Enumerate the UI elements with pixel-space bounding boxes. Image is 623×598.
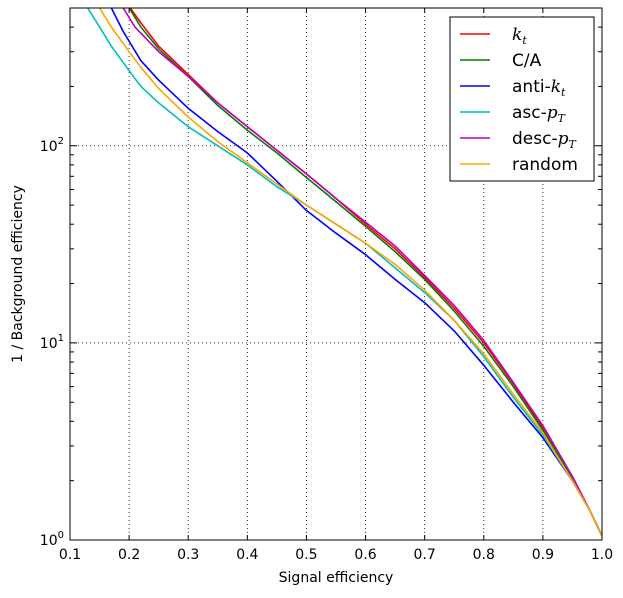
legend-entry: random bbox=[512, 155, 578, 175]
y-tick-label: 102 bbox=[40, 136, 64, 155]
legend-entry: asc-pT bbox=[512, 103, 567, 125]
series-line-anti-k-t bbox=[110, 8, 602, 537]
x-tick-label: 0.2 bbox=[118, 547, 140, 563]
legend-frame bbox=[449, 16, 595, 182]
x-axis-label: Signal efficiency bbox=[279, 570, 394, 586]
x-tick-label: 0.7 bbox=[414, 547, 436, 563]
y-tick-label: 101 bbox=[40, 333, 64, 352]
legend-entry: anti-kt bbox=[512, 77, 566, 99]
x-tick-label: 1.0 bbox=[591, 547, 613, 563]
series-lines bbox=[87, 8, 602, 537]
series-line-k-t bbox=[129, 8, 602, 537]
x-tick-label: 0.6 bbox=[354, 547, 376, 563]
legend-entry: kt bbox=[512, 25, 527, 47]
series-line-desc-p-t bbox=[122, 8, 602, 537]
series-line-random bbox=[98, 8, 602, 537]
x-tick-label: 0.4 bbox=[236, 547, 258, 563]
x-tick-label: 0.8 bbox=[473, 547, 495, 563]
x-tick-label: 0.3 bbox=[177, 547, 199, 563]
x-tick-label: 0.9 bbox=[532, 547, 554, 563]
legend: kt C/A anti-kt asc-pT desc-pT random bbox=[449, 16, 595, 182]
x-tick-label: 0.5 bbox=[295, 547, 317, 563]
axis-ticks bbox=[69, 7, 603, 541]
plot-frame bbox=[69, 7, 603, 541]
legend-entry: C/A bbox=[512, 51, 542, 71]
y-axis-label: 1 / Background efficiency bbox=[10, 185, 26, 363]
legend-entry: desc-pT bbox=[512, 129, 577, 151]
x-tick-label: 0.1 bbox=[59, 547, 81, 563]
